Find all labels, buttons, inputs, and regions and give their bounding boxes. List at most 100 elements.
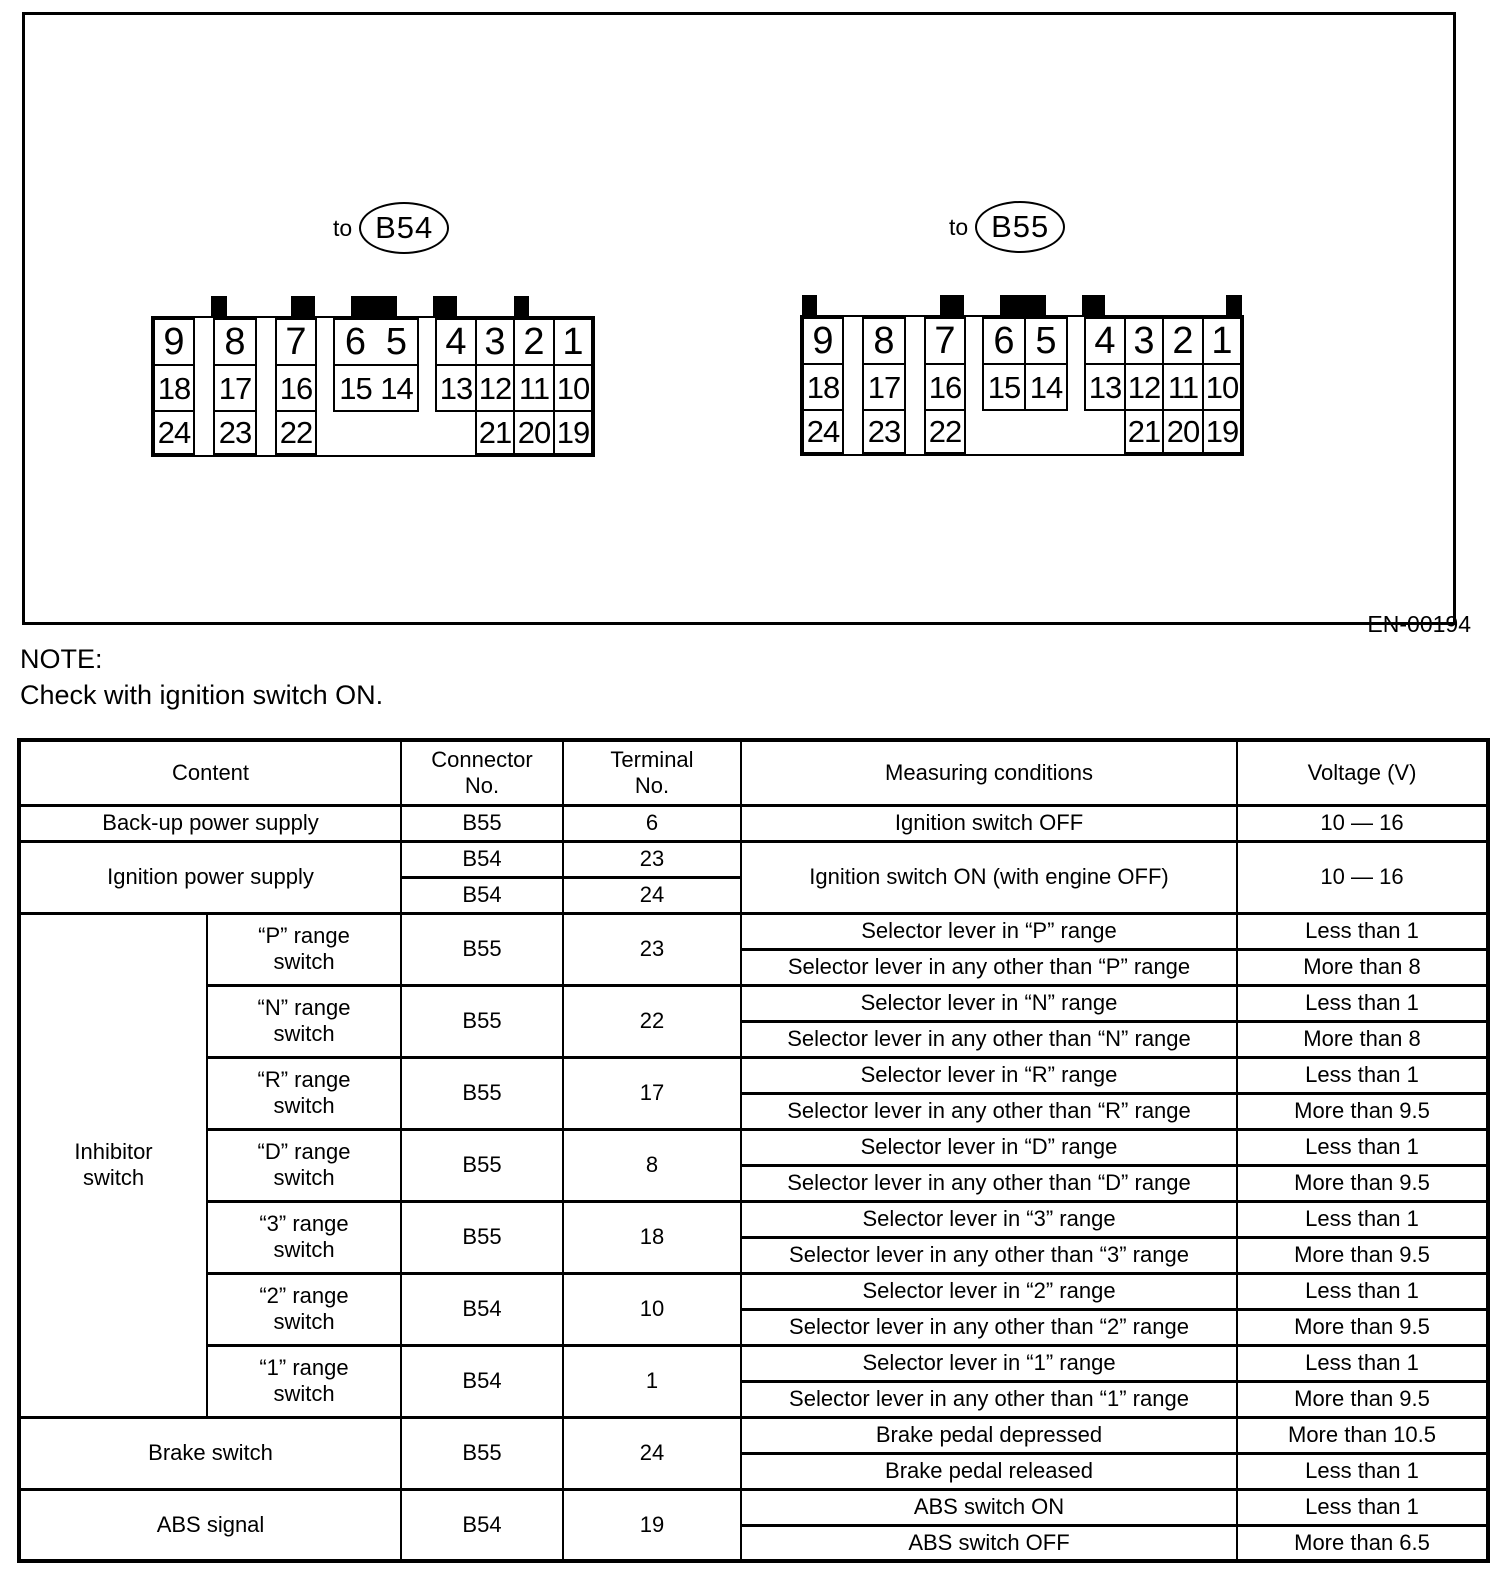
pin-cell-pair: 6 5 xyxy=(333,318,419,366)
connector-body-b55: 9 8 7 6 5 4 3 2 1 18 17 16 15 14 13 xyxy=(800,295,1244,456)
cell-measuring-condition: Selector lever in “1” range xyxy=(740,1343,1238,1383)
cell-range-name: “2” range switch xyxy=(206,1271,402,1347)
cell-voltage: More than 9.5 xyxy=(1236,1235,1489,1275)
pin-cell: 4 xyxy=(435,318,477,366)
cell-range-name: “D” range switch xyxy=(206,1127,402,1203)
cell-measuring-condition: Selector lever in “N” range xyxy=(740,983,1238,1023)
connector-tab xyxy=(1226,295,1242,317)
pin-cell: 16 xyxy=(924,363,966,411)
pin-cell: 24 xyxy=(153,410,195,455)
cell-voltage: More than 9.5 xyxy=(1236,1091,1489,1131)
cell-connector-no: B55 xyxy=(400,803,564,843)
col-header-voltage: Voltage (V) xyxy=(1236,738,1489,807)
cell-range-name: “R” range switch xyxy=(206,1055,402,1131)
note-heading: NOTE: xyxy=(20,644,103,674)
cell-measuring-condition: Selector lever in “2” range xyxy=(740,1271,1238,1311)
cell-measuring-condition: Selector lever in any other than “D” ran… xyxy=(740,1163,1238,1203)
pin-cell: 7 xyxy=(275,318,317,366)
cell-voltage: Less than 1 xyxy=(1236,983,1489,1023)
cell-terminal-no: 10 xyxy=(562,1271,742,1347)
pin-cell: 2 xyxy=(513,318,555,366)
cell-measuring-condition: Selector lever in any other than “R” ran… xyxy=(740,1091,1238,1131)
pin-cell: 8 xyxy=(862,317,906,365)
connector-tab xyxy=(1000,295,1046,317)
cell-voltage: More than 6.5 xyxy=(1236,1523,1489,1563)
cell-content: Back-up power supply xyxy=(18,803,402,843)
pin-cell: 4 xyxy=(1084,317,1126,365)
figure-code: EN-00194 xyxy=(1367,611,1471,637)
pin-cell-pair: 15 14 xyxy=(333,364,419,412)
cell-connector-no: B55 xyxy=(400,1055,564,1131)
pin-cell: 10 xyxy=(553,364,593,412)
cell-terminal-no: 23 xyxy=(562,839,742,879)
cell-voltage: Less than 1 xyxy=(1236,1271,1489,1311)
pin-cell-pair: 15 14 xyxy=(982,363,1068,411)
connector-diagram-b54: 9 8 7 6 5 4 3 2 1 18 17 16 15 14 13 xyxy=(151,296,595,457)
cell-terminal-no: 19 xyxy=(562,1487,742,1563)
cell-voltage: More than 9.5 xyxy=(1236,1307,1489,1347)
cell-voltage: Less than 1 xyxy=(1236,1451,1489,1491)
voltage-table: Content Connector No. Terminal No. Measu… xyxy=(17,738,1490,1563)
pin-cell: 12 xyxy=(1124,363,1164,411)
cell-terminal-no: 23 xyxy=(562,911,742,987)
cell-measuring-condition: ABS switch OFF xyxy=(740,1523,1238,1563)
cell-terminal-no: 24 xyxy=(562,1415,742,1491)
connector-tab xyxy=(514,296,529,318)
cell-measuring-condition: Selector lever in “P” range xyxy=(740,911,1238,951)
pin-cell: 20 xyxy=(513,410,555,455)
pin-cell: 23 xyxy=(862,409,906,454)
cell-voltage: More than 8 xyxy=(1236,947,1489,987)
pin-cell: 18 xyxy=(153,364,195,412)
cell-measuring-condition: Selector lever in “3” range xyxy=(740,1199,1238,1239)
note-text: Check with ignition switch ON. xyxy=(20,680,384,710)
pin-cell: 3 xyxy=(475,318,515,366)
col-header-terminal-no: Terminal No. xyxy=(562,738,742,807)
cell-range-name: “P” range switch xyxy=(206,911,402,987)
cell-connector-no: B55 xyxy=(400,1127,564,1203)
connector-tab xyxy=(433,296,457,318)
pin-cell: 5 xyxy=(385,321,408,363)
col-header-content: Content xyxy=(18,738,402,807)
cell-measuring-condition: Ignition switch ON (with engine OFF) xyxy=(740,839,1238,915)
to-text: to xyxy=(333,214,353,241)
note-block: NOTE: Check with ignition switch ON. xyxy=(20,641,383,713)
pin-cell: 19 xyxy=(1202,409,1242,454)
pin-cell: 11 xyxy=(1162,363,1204,411)
cell-terminal-no: 17 xyxy=(562,1055,742,1131)
pin-cell: 13 xyxy=(1084,363,1126,411)
cell-terminal-no: 18 xyxy=(562,1199,742,1275)
pin-cell: 21 xyxy=(475,410,515,455)
cell-terminal-no: 6 xyxy=(562,803,742,843)
pin-cell: 18 xyxy=(802,363,844,411)
cell-voltage: More than 8 xyxy=(1236,1019,1489,1059)
cell-terminal-no: 24 xyxy=(562,875,742,915)
cell-range-name: “1” range switch xyxy=(206,1343,402,1419)
pin-cell: 6 xyxy=(984,319,1026,363)
cell-group-inhibitor: Inhibitor switch xyxy=(18,911,208,1419)
cell-connector-no: B55 xyxy=(400,911,564,987)
cell-connector-no: B54 xyxy=(400,839,564,879)
pin-cell: 9 xyxy=(153,318,195,366)
cell-measuring-condition: Brake pedal released xyxy=(740,1451,1238,1491)
connector-diagram-b55: 9 8 7 6 5 4 3 2 1 18 17 16 15 14 13 xyxy=(800,295,1244,456)
figure-panel: to B54 to B55 9 8 7 6 5 4 xyxy=(22,12,1471,637)
cell-range-name: “3” range switch xyxy=(206,1199,402,1275)
cell-content: ABS signal xyxy=(18,1487,402,1563)
cell-voltage: Less than 1 xyxy=(1236,911,1489,951)
connector-tab xyxy=(1082,295,1105,317)
pin-cell: 8 xyxy=(213,318,257,366)
cell-content: Brake switch xyxy=(18,1415,402,1491)
connector-tab xyxy=(211,296,227,318)
connector-oval-b55: B55 xyxy=(975,201,1066,253)
pin-cell: 22 xyxy=(275,410,317,455)
pin-cell: 2 xyxy=(1162,317,1204,365)
pin-cell: 6 xyxy=(344,321,367,363)
cell-voltage: 10 — 16 xyxy=(1236,839,1489,915)
pin-cell: 5 xyxy=(1035,320,1057,362)
pin-cell: 12 xyxy=(475,364,515,412)
cell-connector-no: B54 xyxy=(400,875,564,915)
cell-terminal-no: 1 xyxy=(562,1343,742,1419)
pin-cell: 14 xyxy=(380,370,413,406)
pin-cell: 21 xyxy=(1124,409,1164,454)
